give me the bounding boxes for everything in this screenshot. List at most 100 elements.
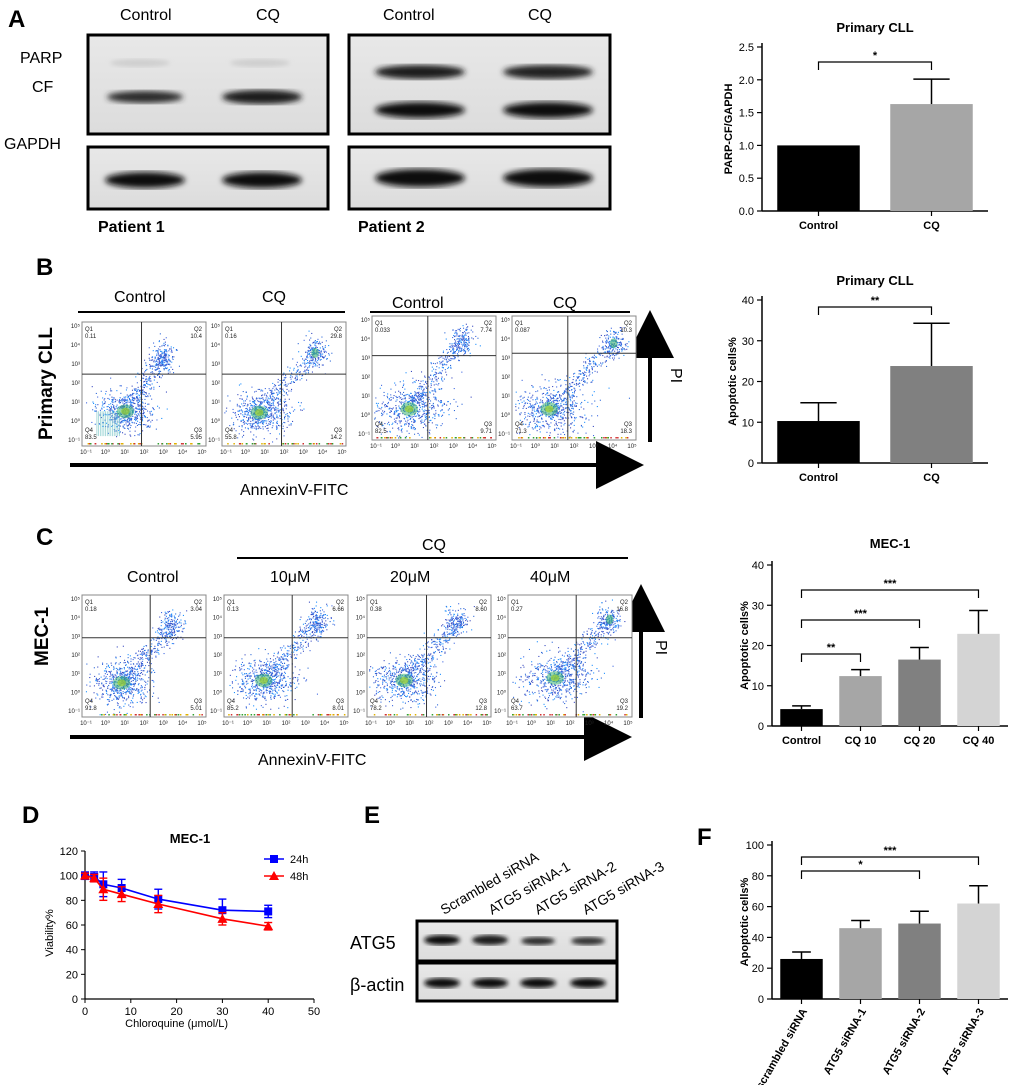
data-point	[264, 907, 273, 916]
flow-q3-value: 18.3	[620, 429, 632, 435]
flow-y-tick: 10⁴	[361, 336, 371, 343]
flow-x-tick: 10⁰	[101, 449, 111, 456]
x-tick-label: scrambled siRNA	[754, 1006, 810, 1085]
y-tick-label: 40	[66, 945, 78, 957]
patient-label: Patient 2	[358, 219, 425, 236]
series-line	[84, 874, 269, 928]
blot-a-gapdh-label: GAPDH	[4, 136, 61, 153]
flow-y-tick: 10³	[497, 634, 506, 640]
significance-bracket	[817, 61, 933, 70]
flow-y-tick: 10⁴	[501, 336, 511, 343]
significance-label: **	[827, 642, 836, 654]
flow-q4-label: Q4	[85, 699, 94, 705]
flow-plot-frame	[221, 321, 347, 447]
blot-band	[375, 102, 465, 118]
flow-q4-value: 55.8	[225, 435, 237, 441]
flow-q4-label: Q4	[375, 422, 384, 428]
flow-q4-label: Q4	[227, 699, 236, 705]
flow-x-tick: 10⁰	[391, 443, 401, 450]
flow-q4-label: Q4	[511, 699, 520, 705]
flow-x-tick: 10⁰	[243, 720, 253, 727]
flow-dots	[369, 603, 488, 716]
chart-f: 0 20 40 60 80 100 Apoptotic cells% scrambled si…	[739, 840, 1008, 1085]
flow-b-x-axis-label: AnnexinV-FITC	[240, 482, 348, 499]
flow-q2-value: 16.8	[616, 607, 628, 613]
flow-x-tick: 10⁻¹	[80, 450, 92, 456]
flow-y-tick: 10²	[356, 653, 365, 659]
y-tick-label: 10	[752, 681, 764, 693]
y-tick-label: 0	[758, 721, 764, 733]
y-tick-label: 0	[758, 994, 764, 1006]
flow-x-tick: 10²	[140, 721, 149, 727]
flow-c-x-axis-label: AnnexinV-FITC	[258, 752, 366, 769]
flow-x-tick: 10⁵	[197, 449, 207, 456]
data-point	[80, 870, 90, 880]
x-tick-label: Control	[799, 472, 838, 484]
flow-q2-label: Q2	[620, 600, 629, 606]
flow-y-tick: 10³	[356, 634, 365, 640]
bar	[839, 928, 882, 999]
flow-x-tick: 10⁻¹	[222, 721, 234, 727]
blot-e: Scrambled siRNA ATG5 siRNA-1 ATG5 siRNA-…	[350, 848, 667, 1003]
flow-y-tick: 10⁴	[71, 342, 81, 349]
blot-a-p1-parp-box	[86, 33, 330, 136]
blot-band	[570, 978, 606, 988]
y-axis-label: Apoptotic cells%	[727, 337, 739, 426]
bar	[777, 421, 860, 463]
significance-label: ***	[854, 608, 868, 620]
flow-x-tick: 10²	[140, 450, 149, 456]
flow-q2-value: 10.4	[190, 334, 202, 340]
flow-x-tick: 10²	[282, 721, 291, 727]
flow-x-tick: 10⁵	[623, 720, 633, 727]
bar	[839, 676, 882, 726]
flow-y-tick: 10⁰	[71, 689, 81, 696]
flow-q2-value: 6.66	[332, 607, 344, 613]
flow-x-tick: 10³	[589, 444, 598, 450]
significance-label: *	[858, 859, 863, 871]
flow-x-tick: 10²	[566, 721, 575, 727]
x-tick-label: 0	[82, 1006, 88, 1018]
flow-x-tick: 10⁰	[386, 720, 396, 727]
blot-band	[222, 172, 302, 188]
flow-q3-value: 19.2	[616, 706, 628, 712]
flow-y-tick: 10⁻¹	[494, 709, 506, 715]
bar	[957, 633, 1000, 726]
data-point	[98, 884, 109, 894]
flow-b-group-label: Control	[114, 289, 166, 306]
x-tick-label: CQ 20	[904, 735, 936, 747]
blot-band	[503, 169, 593, 187]
flow-q4-label: Q4	[85, 428, 94, 434]
flow-q1-value: 0.087	[515, 328, 531, 334]
flow-y-tick: 10⁵	[71, 596, 81, 603]
flow-x-tick: 10⁻¹	[365, 721, 377, 727]
bar	[898, 923, 941, 999]
flow-q2-value: 8.60	[475, 607, 487, 613]
flow-x-tick: 10³	[444, 721, 453, 727]
flow-x-tick: 10¹	[550, 444, 559, 450]
blot-band	[472, 978, 508, 988]
flow-x-tick: 10¹	[405, 721, 414, 727]
y-tick-label: 100	[746, 840, 764, 852]
flow-x-tick: 10⁴	[178, 720, 188, 727]
flow-x-tick: 10⁻¹	[220, 450, 232, 456]
x-axis-label: Chloroquine (μmol/L)	[125, 1018, 228, 1030]
flow-q4-value: 82.5	[375, 429, 387, 435]
flow-x-tick: 10⁻¹	[506, 721, 518, 727]
flow-x-tick: 10⁵	[487, 443, 497, 450]
flow-q4-label: Q4	[515, 422, 524, 428]
flow-x-tick: 10⁵	[482, 720, 492, 727]
flow-x-tick: 10⁴	[604, 720, 614, 727]
flow-q4-value: 83.5	[85, 435, 97, 441]
chart-title: Primary CLL	[836, 273, 913, 288]
data-point	[263, 921, 274, 931]
data-point	[217, 913, 228, 923]
flow-c-column-label: 10μM	[270, 569, 310, 586]
x-tick-label: CQ	[923, 220, 940, 232]
flow-y-tick: 10⁰	[361, 412, 371, 419]
flow-y-tick: 10⁰	[213, 689, 223, 696]
significance-bracket	[800, 653, 862, 662]
flow-q1-value: 0.27	[511, 607, 523, 613]
flow-q1-value: 0.16	[225, 334, 237, 340]
blot-band	[472, 935, 508, 945]
